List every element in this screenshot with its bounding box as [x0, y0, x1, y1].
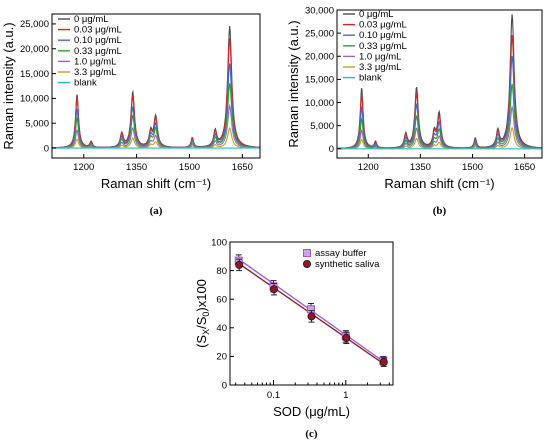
data-point-circle	[307, 312, 316, 321]
data-point-circle	[270, 285, 279, 294]
legend-label: 1.0 μg/mL	[359, 51, 401, 62]
plot-frame	[336, 9, 543, 159]
legend-label: 0.10 μg/mL	[74, 35, 122, 46]
legend-label: 1.0 μg/mL	[74, 56, 116, 67]
y-tick-label: 0	[329, 144, 334, 155]
legend-label: 0 μg/mL	[359, 9, 394, 20]
panel-b: 1200 1350 1500 1650 0 5,000 10,000 15,000 20,000…	[286, 5, 543, 217]
y-axis-label: Raman intensity (a.u.)	[286, 20, 301, 147]
legend-marker-square	[303, 249, 311, 257]
legend-label: 0.10 μg/mL	[359, 30, 407, 41]
y-tick-label: 25,000	[20, 19, 49, 30]
x-tick-label: 1650	[514, 162, 535, 173]
x-tick-label: 1500	[179, 162, 200, 173]
y-tick-label: 0	[44, 143, 49, 154]
y-tick-label: 80	[216, 266, 227, 277]
y-tick-label: 0	[222, 380, 227, 391]
x-tick-label: 1650	[232, 162, 253, 173]
legend: 0 μg/mL0.03 μg/mL0.10 μg/mL0.33 μg/mL1.0…	[58, 14, 122, 89]
legend-label: 0.03 μg/mL	[359, 20, 407, 31]
legend-label: 3.3 μg/mL	[74, 67, 116, 78]
x-axis-label: Raman shift (cm⁻¹)	[384, 176, 494, 191]
y-tick-label: 25,000	[305, 28, 334, 39]
y-tick-label: 20,000	[305, 52, 334, 63]
x-tick-label: 1	[343, 390, 348, 401]
x-tick-label: 1200	[73, 162, 94, 173]
x-tick-label: 0.1	[267, 390, 280, 401]
legend-label: 3.3 μg/mL	[359, 62, 401, 73]
y-tick-label: 100	[211, 237, 227, 248]
plot-frame	[229, 241, 394, 386]
y-tick-label: 60	[216, 295, 227, 306]
y-tick-label: 10,000	[20, 94, 49, 105]
spectra-lines	[337, 14, 542, 150]
y-tick-label: 20,000	[20, 44, 49, 55]
panel-a: 1200 1350 1500 1650 0 5,000 10,000 15,000 20,000…	[1, 13, 261, 217]
y-tick-label: 40	[216, 323, 227, 334]
legend-label: blank	[359, 73, 382, 84]
panel-c: 0.1 1 0 20 40 60 80 100 SOD (μg/mL) (SX/S0)x100 as…	[194, 237, 394, 440]
legend-marker-circle	[302, 259, 311, 268]
panel-label: (b)	[433, 205, 447, 217]
legend: 0 μg/mL0.03 μg/mL0.10 μg/mL0.33 μg/mL1.0…	[343, 9, 407, 84]
data-point-circle	[342, 333, 351, 342]
x-axis-label: SOD (μg/mL)	[273, 404, 350, 419]
y-tick-label: 20	[216, 352, 227, 363]
y-axis-label: (SX/S0)x100	[194, 279, 211, 348]
legend-label: synthetic saliva	[315, 259, 380, 270]
x-axis-label: Raman shift (cm⁻¹)	[101, 176, 211, 191]
legend-label: 0 μg/mL	[74, 14, 109, 25]
plot-frame	[51, 13, 261, 159]
y-tick-label: 5,000	[25, 119, 49, 130]
legend-label: 0.33 μg/mL	[359, 41, 407, 52]
legend-label: assay buffer	[315, 248, 367, 259]
y-axis-label: Raman intensity (a.u.)	[1, 22, 16, 149]
x-tick-label: 1200	[358, 162, 379, 173]
data-point-circle	[235, 260, 244, 269]
panel-label: (a)	[150, 205, 163, 217]
legend-label: blank	[74, 78, 97, 89]
y-tick-label: 5,000	[310, 121, 334, 132]
y-tick-label: 10,000	[305, 98, 334, 109]
y-tick-label: 15,000	[305, 75, 334, 86]
x-tick-label: 1350	[410, 162, 431, 173]
data-point-circle	[379, 358, 388, 367]
x-tick-label: 1350	[126, 162, 147, 173]
panel-label: (c)	[305, 428, 318, 440]
legend-label: 0.33 μg/mL	[74, 46, 122, 57]
legend-label: 0.03 μg/mL	[74, 25, 122, 36]
x-tick-label: 1500	[462, 162, 483, 173]
y-tick-label: 30,000	[305, 5, 334, 16]
y-tick-label: 15,000	[20, 69, 49, 80]
spectra-lines	[52, 26, 260, 149]
